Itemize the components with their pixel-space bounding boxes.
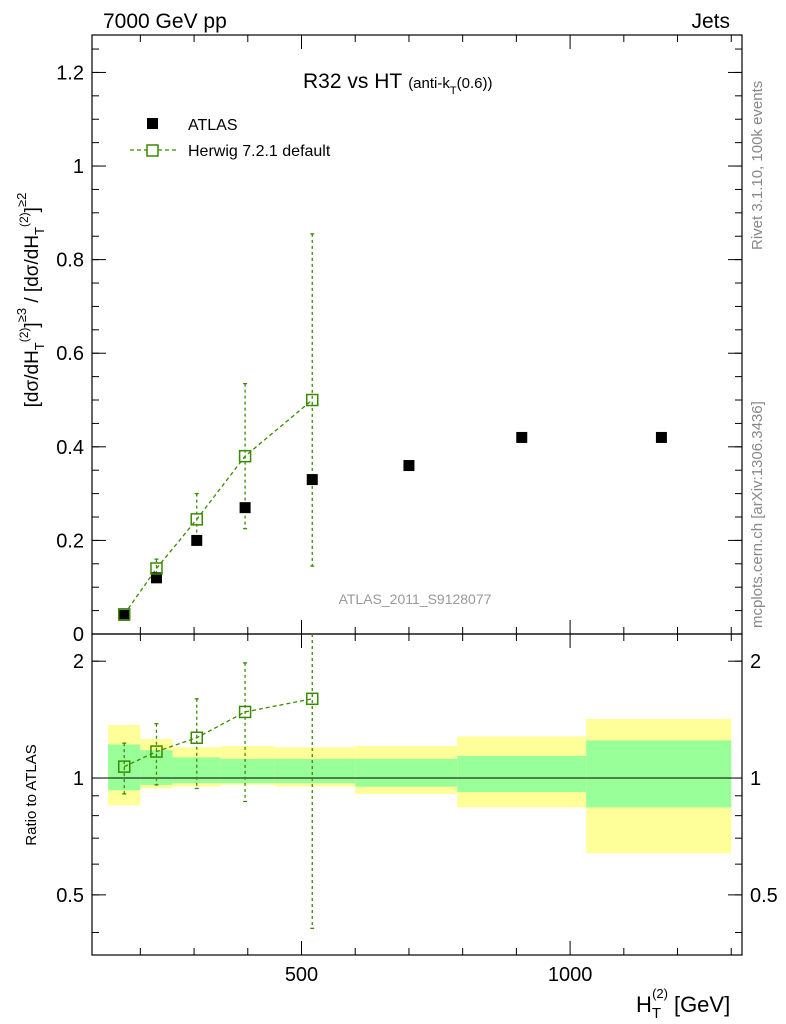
ratio-herwig-point [190,731,204,744]
herwig-point [238,449,252,463]
legend-herwig-marker [146,144,159,157]
ratio-herwig-point [238,705,252,719]
atlas-point [191,534,203,546]
main-y-axis-label: [dσ/dHT(2)]≥3 / [dσ/dHT(2)]≥2 [14,193,47,408]
herwig-point [150,562,163,575]
legend-herwig-label: Herwig 7.2.1 default [188,143,331,160]
ratio-y-tick-label-right: 1 [750,768,761,790]
ratio-herwig-point [305,692,319,706]
main-y-tick-label: 0.8 [56,250,84,272]
ratio-herwig-point [117,760,131,773]
main-y-tick-label: 1 [73,156,84,178]
main-y-tick-label: 0 [73,624,84,646]
ratio-y-tick-label-right: 2 [750,651,761,673]
main-y-tick-label: 0.2 [56,530,84,552]
herwig-point [305,393,319,407]
chart-title: R32 vs HT (anti-kT(0.6)) [303,70,492,97]
ratio-band-inner [220,758,275,784]
ratio-y-tick-label: 1 [73,768,84,790]
legend: ATLAS Herwig 7.2.1 default [130,117,331,160]
atlas-point [150,572,162,584]
atlas-point [306,474,318,486]
herwig-point [190,513,204,526]
atlas-point [655,431,667,443]
mcplots-label: mcplots.cern.ch [arXiv:1306.3436] [749,401,766,628]
rivet-label: Rivet 3.1.10, 100k events [749,81,766,250]
ratio-y-axis-label: Ratio to ATLAS [23,744,40,845]
atlas-point [118,609,130,621]
atlas-point [239,502,251,514]
x-tick-label: 500 [285,964,318,986]
legend-atlas-label: ATLAS [188,117,238,134]
ratio-y-tick-label: 2 [73,651,84,673]
herwig-point [117,608,131,621]
ratio-y-tick-label-right: 0.5 [750,885,778,907]
header-left: 7000 GeV pp [103,10,227,33]
header-right: Jets [691,10,730,33]
legend-atlas-marker [147,118,158,129]
main-y-tick-label: 1.2 [56,62,84,84]
ratio-band-inner [586,740,732,808]
ratio-band-inner [457,755,587,793]
main-y-tick-label: 0.4 [56,437,84,459]
x-tick-label: 1000 [548,964,593,986]
main-panel: 0 0.2 0.4 0.6 0.8 1 1.2 [56,34,743,646]
atlas-point [403,460,415,472]
ratio-y-tick-label: 0.5 [56,885,84,907]
x-axis-label: HT(2) [GeV] [636,986,730,1022]
analysis-id: ATLAS_2011_S9128077 [339,591,492,607]
main-y-tick-label: 0.6 [56,343,84,365]
ratio-frame [91,633,743,956]
ratio-band-inner [355,758,458,787]
ratio-panel: 0.5 0.5 1 1 2 2 500 1000 [56,633,778,986]
atlas-point [516,431,528,443]
ratio-herwig-point [150,745,163,758]
ratio-band-inner [274,758,356,784]
